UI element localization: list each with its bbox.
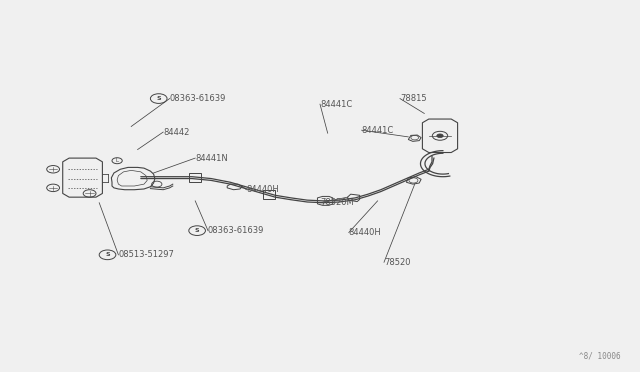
Text: 84440H: 84440H xyxy=(349,228,381,237)
Circle shape xyxy=(437,134,443,138)
Text: 78520M: 78520M xyxy=(320,198,354,207)
Text: L: L xyxy=(116,158,118,163)
Text: S: S xyxy=(105,252,110,257)
Text: 84441N: 84441N xyxy=(195,154,228,163)
Text: 84441C: 84441C xyxy=(320,100,352,109)
Text: 84442: 84442 xyxy=(163,128,189,137)
Text: 08363-61639: 08363-61639 xyxy=(208,226,264,235)
Text: 84441C: 84441C xyxy=(362,126,394,135)
Text: 84440H: 84440H xyxy=(246,185,279,194)
Text: S: S xyxy=(195,228,200,233)
Text: ^8/ 10006: ^8/ 10006 xyxy=(579,352,621,361)
Text: 08513-51297: 08513-51297 xyxy=(118,250,174,259)
Text: S: S xyxy=(156,96,161,101)
Text: 78815: 78815 xyxy=(400,94,427,103)
Text: 08363-61639: 08363-61639 xyxy=(170,94,226,103)
Text: 78520: 78520 xyxy=(384,258,410,267)
